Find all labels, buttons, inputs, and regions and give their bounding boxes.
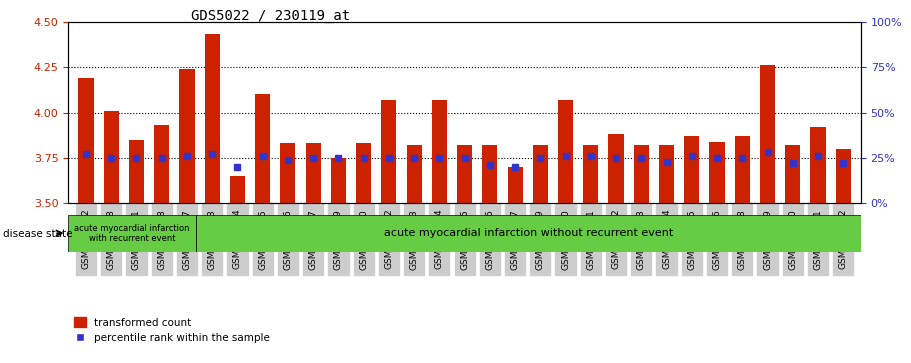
Text: GDS5022 / 230119_at: GDS5022 / 230119_at — [191, 9, 351, 23]
Bar — [331, 158, 346, 203]
Bar — [760, 65, 775, 203]
Bar — [811, 127, 825, 203]
Bar — [634, 145, 649, 203]
Bar — [609, 134, 624, 203]
Bar — [255, 94, 271, 203]
Bar — [179, 69, 195, 203]
Text: disease state: disease state — [3, 229, 72, 239]
Bar — [558, 100, 573, 203]
Bar — [104, 111, 118, 203]
Bar — [659, 145, 674, 203]
Bar — [432, 100, 447, 203]
Bar — [684, 136, 700, 203]
Legend: transformed count, percentile rank within the sample: transformed count, percentile rank withi… — [74, 317, 271, 343]
Bar — [154, 125, 169, 203]
Text: acute myocardial infarction without recurrent event: acute myocardial infarction without recu… — [384, 228, 673, 238]
Bar — [382, 100, 396, 203]
Bar — [406, 145, 422, 203]
Bar — [457, 145, 472, 203]
Bar — [305, 143, 321, 203]
Bar — [507, 167, 523, 203]
Bar — [482, 145, 497, 203]
Bar — [205, 34, 220, 203]
Bar — [710, 142, 724, 203]
Bar — [835, 149, 851, 203]
Bar — [230, 176, 245, 203]
Bar — [583, 145, 599, 203]
Bar — [281, 143, 295, 203]
Bar — [78, 78, 94, 203]
Bar — [196, 215, 861, 252]
Text: acute myocardial infarction
with recurrent event: acute myocardial infarction with recurre… — [75, 224, 190, 243]
Bar — [68, 215, 196, 252]
Bar — [734, 136, 750, 203]
Bar — [128, 140, 144, 203]
Bar — [533, 145, 548, 203]
Bar — [785, 145, 801, 203]
Bar — [356, 143, 371, 203]
